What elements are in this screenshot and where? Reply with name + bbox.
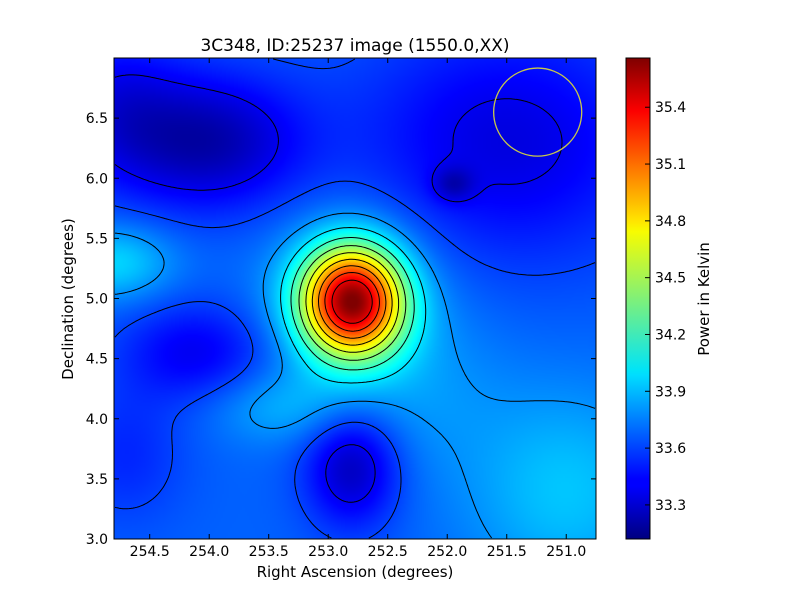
y-axis-label: Declination (degrees) <box>59 218 77 380</box>
x-tick-label: 251.5 <box>487 544 527 560</box>
y-tick-label: 5.0 <box>86 292 108 308</box>
x-tick-label: 254.0 <box>189 544 229 560</box>
x-axis-label: Right Ascension (degrees) <box>257 563 454 581</box>
y-tick-label: 3.0 <box>86 532 108 548</box>
x-tick-label: 253.0 <box>308 544 348 560</box>
chart-title: 3C348, ID:25237 image (1550.0,XX) <box>200 36 509 56</box>
y-tick-label: 5.5 <box>86 231 108 247</box>
contour-line <box>114 212 596 539</box>
x-axis: 254.5 254.0 253.5 253.0 252.5 252.0 251.5 251.0 <box>130 58 586 560</box>
x-tick-label: 254.5 <box>130 544 170 560</box>
beam-circle <box>492 67 583 157</box>
contour-line <box>318 265 387 339</box>
contour-line <box>114 58 596 539</box>
contour-line <box>298 245 407 361</box>
colorbar-tick-label: 34.2 <box>655 327 686 343</box>
y-tick-label: 4.0 <box>86 412 108 428</box>
colorbar-tick-label: 35.4 <box>655 100 686 116</box>
colorbar-ticks: 33.3 33.6 33.9 34.2 34.5 34.8 35.1 35.4 <box>645 100 686 514</box>
x-tick-label: 252.5 <box>368 544 408 560</box>
colorbar-tick-label: 33.3 <box>655 498 686 514</box>
contour-lines <box>114 58 596 539</box>
colorbar: 33.3 33.6 33.9 34.2 34.5 34.8 35.1 35.4 Power i… <box>625 57 713 540</box>
contour-line <box>311 258 393 346</box>
contour-line <box>305 252 400 353</box>
x-tick-label: 252.0 <box>427 544 467 560</box>
heatmap-image <box>114 58 596 539</box>
colorbar-gradient <box>625 57 651 540</box>
y-tick-label: 6.0 <box>86 171 108 187</box>
contour-line <box>324 272 380 332</box>
contour-line <box>114 74 563 503</box>
colorbar-label: Power in Kelvin <box>695 242 713 356</box>
colorbar-tick-label: 35.1 <box>655 157 686 173</box>
contour-line <box>331 279 373 324</box>
y-axis: 3.0 3.5 4.0 4.5 5.0 5.5 6.0 6.5 <box>86 111 596 548</box>
plot-area <box>113 57 597 540</box>
colorbar-tick-label: 33.6 <box>655 441 686 457</box>
contour-line <box>280 227 427 384</box>
colorbar-tick-label: 34.8 <box>655 214 686 230</box>
colorbar-tick-label: 34.5 <box>655 271 686 287</box>
y-tick-label: 3.5 <box>86 472 108 488</box>
x-tick-label: 251.0 <box>546 544 586 560</box>
colorbar-tick-label: 33.9 <box>655 384 686 400</box>
contour-line <box>290 237 415 371</box>
y-tick-label: 6.5 <box>86 111 108 127</box>
x-tick-label: 253.5 <box>249 544 289 560</box>
y-tick-label: 4.5 <box>86 352 108 368</box>
